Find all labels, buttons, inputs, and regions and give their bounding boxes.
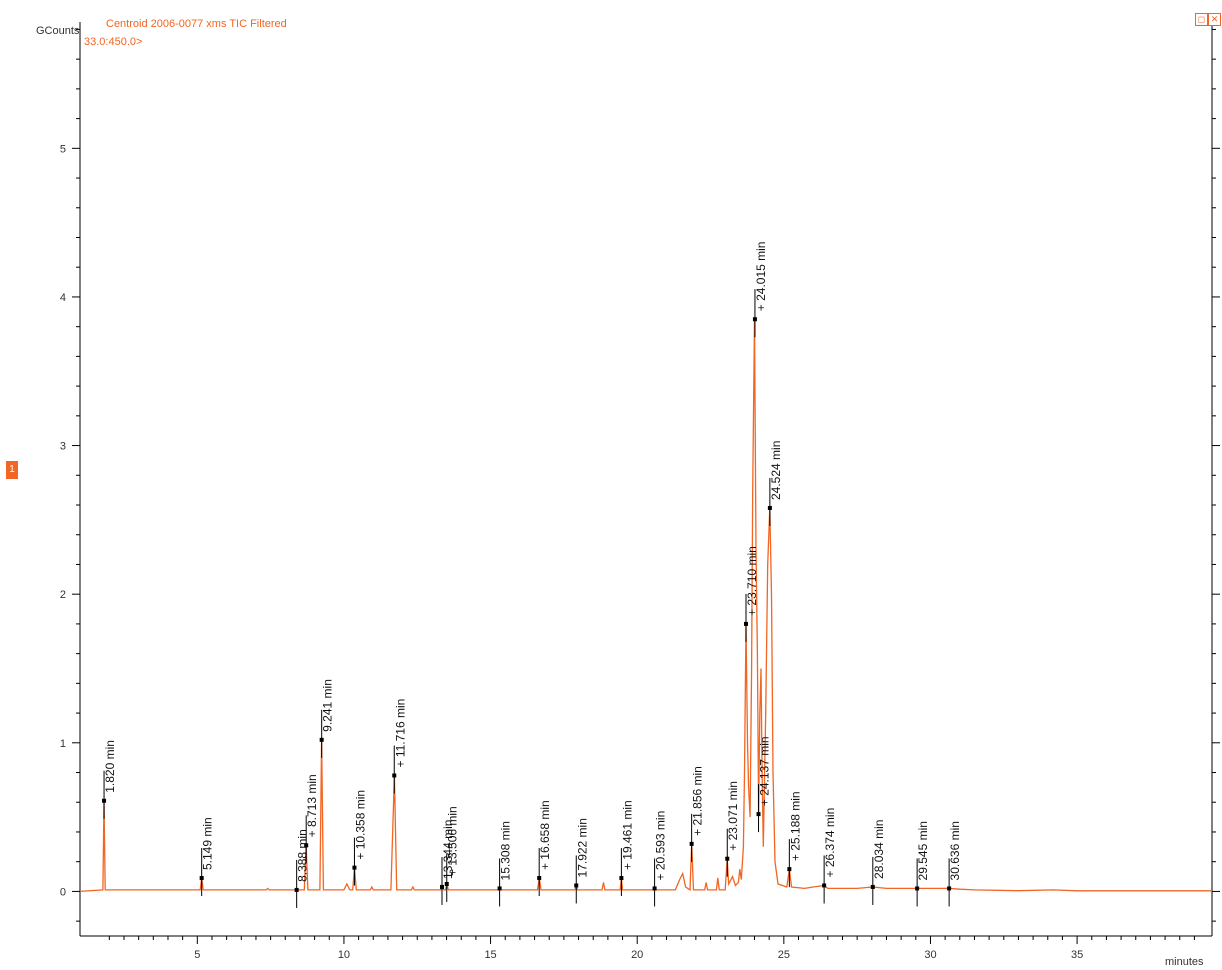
peak-label: + 24.137 min <box>758 736 772 806</box>
peak-label: + 10.358 min <box>353 790 367 860</box>
peak-label: + 11.716 min <box>393 699 407 768</box>
peak-point <box>744 621 749 626</box>
peak-point <box>319 737 324 742</box>
peak-point <box>392 773 397 778</box>
peak-point <box>870 884 875 889</box>
tic-series-line <box>79 319 1212 893</box>
y-tick-label: 2 <box>60 589 66 601</box>
peak-point <box>787 867 792 872</box>
peak-label: + 19.461 min <box>620 800 634 870</box>
peak-label: 30.636 min <box>948 821 962 880</box>
peak-point <box>537 876 542 881</box>
peak-label: 13.344 min <box>441 820 455 879</box>
peak-point <box>440 884 445 889</box>
y-tick-label: 4 <box>60 292 66 304</box>
peak-label: + 8.713 min <box>305 774 319 837</box>
x-tick-label: 30 <box>924 949 936 961</box>
peak-point <box>915 886 920 891</box>
peak-point <box>444 881 449 886</box>
peak-label: + 20.593 min <box>654 811 668 881</box>
peak-point <box>352 865 357 870</box>
y-tick-label: 5 <box>60 143 66 155</box>
peak-point <box>652 886 657 891</box>
chart-subtitle: 33.0:450.0> <box>84 36 142 48</box>
peak-label: 9.241 min <box>321 679 335 732</box>
y-tick-label: 1 <box>60 738 66 750</box>
x-tick-label: 5 <box>194 949 200 961</box>
peak-point <box>574 883 579 888</box>
peak-point <box>294 887 299 892</box>
trace-number-badge[interactable]: 1 <box>6 461 18 479</box>
peak-point <box>497 886 502 891</box>
peak-label: + 26.374 min <box>823 808 837 878</box>
y-axis-label: GCounts <box>36 25 80 37</box>
peak-label: 15.308 min <box>499 821 513 880</box>
y-tick-label: 0 <box>60 886 66 898</box>
x-tick-label: 20 <box>631 949 643 961</box>
chart-title: Centroid 2006-0077 xms TIC Filtered <box>106 18 287 30</box>
peak-point <box>619 876 624 881</box>
window-buttons: ◻ ✕ <box>1195 13 1221 27</box>
peak-label: + 23.071 min <box>726 781 740 851</box>
peak-label: 24.524 min <box>769 441 783 500</box>
peak-point <box>767 505 772 510</box>
peak-label: + 25.188 min <box>788 791 802 861</box>
peak-point <box>725 856 730 861</box>
peak-label: + 13.506 min <box>446 806 460 876</box>
peak-label: + 24.015 min <box>754 242 768 312</box>
x-tick-label: 15 <box>484 949 496 961</box>
x-axis-label: minutes <box>1165 956 1204 968</box>
axes: 0 1 2 3 4 5 5 10 15 20 25 30 35 <box>60 22 1220 961</box>
restore-icon[interactable]: ◻ <box>1195 13 1208 26</box>
x-tick-label: 10 <box>338 949 350 961</box>
peak-point <box>947 886 952 891</box>
peak-point <box>689 841 694 846</box>
peak-point <box>304 843 309 848</box>
peak-point <box>199 876 204 881</box>
y-tick-label: 3 <box>60 441 66 453</box>
peak-point <box>756 812 761 817</box>
series-layer <box>79 319 1212 893</box>
peak-point <box>822 883 827 888</box>
peak-label: 1.820 min <box>103 740 117 793</box>
peak-label: 5.149 min <box>201 817 215 870</box>
close-icon[interactable]: ✕ <box>1208 13 1221 26</box>
peak-label: + 23.710 min <box>745 546 759 616</box>
x-tick-label: 25 <box>778 949 790 961</box>
peak-label: + 21.856 min <box>691 766 705 836</box>
peak-label: + 16.658 min <box>538 800 552 870</box>
x-tick-label: 35 <box>1071 949 1083 961</box>
peak-point <box>102 798 107 803</box>
peak-label: 17.922 min <box>575 818 589 877</box>
peak-point <box>752 317 757 322</box>
peak-label: 28.034 min <box>872 820 886 879</box>
peak-label: 29.545 min <box>916 821 930 880</box>
